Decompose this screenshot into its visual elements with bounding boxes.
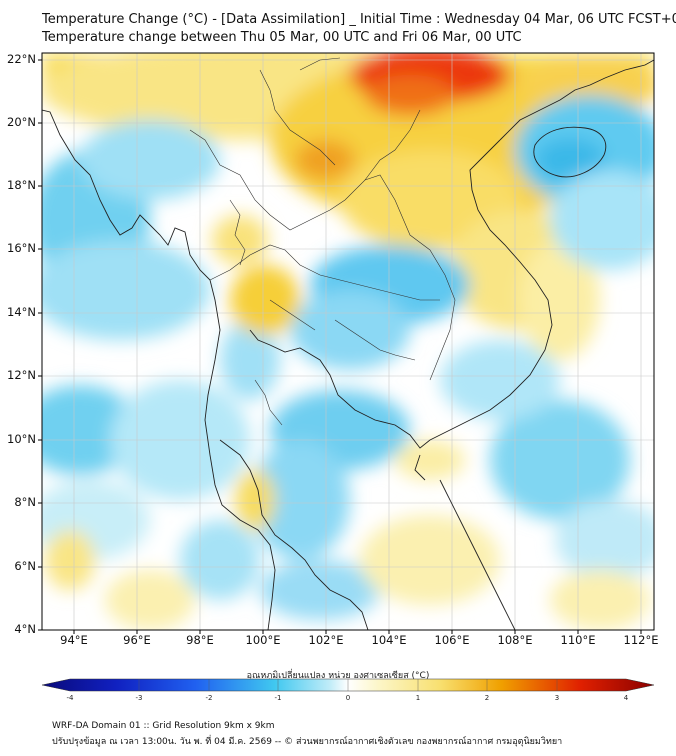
map-subtitle: Temperature change between Thu 05 Mar, 0…	[42, 30, 522, 45]
lon-label-110e: 110°E	[560, 633, 596, 647]
lat-label-12n: 12°N	[7, 368, 36, 382]
lat-label-4n: 4°N	[14, 622, 36, 636]
colorbar-tick: 1	[415, 694, 421, 702]
lon-label-94e: 94°E	[60, 633, 88, 647]
lon-label-102e: 102°E	[308, 633, 344, 647]
colorbar-tick: -2	[205, 694, 213, 702]
colorbar-title: อุณหภูมิเปลี่ยนแปลง หน่วย องศาเซลเซียส (…	[246, 671, 430, 681]
borders	[189, 57, 456, 426]
colorbar-tick: -4	[66, 694, 74, 702]
lat-label-8n: 8°N	[14, 495, 36, 509]
colorbar-tick: 2	[484, 694, 490, 702]
colorbar-tick: -3	[135, 694, 143, 702]
lat-label-16n: 16°N	[7, 241, 36, 255]
map-frame	[41, 52, 655, 631]
lat-label-22n: 22°N	[7, 52, 36, 66]
axis-ticks	[38, 59, 642, 634]
lon-label-112e: 112°E	[623, 633, 659, 647]
model-info: WRF-DA Domain 01 :: Grid Resolution 9km …	[52, 721, 275, 731]
lat-label-10n: 10°N	[7, 432, 36, 446]
colorbar-tick: 0	[345, 694, 351, 702]
lat-label-6n: 6°N	[14, 559, 36, 573]
map-title: Temperature Change (°C) - [Data Assimila…	[42, 12, 676, 27]
lat-label-20n: 20°N	[7, 115, 36, 129]
lat-label-18n: 18°N	[7, 178, 36, 192]
lon-label-100e: 100°E	[245, 633, 281, 647]
update-credit: ปรับปรุงข้อมูล ณ เวลา 13:00น. วัน พ. ที่…	[52, 737, 563, 747]
coastlines	[42, 59, 654, 630]
lon-label-108e: 108°E	[497, 633, 533, 647]
lon-label-104e: 104°E	[371, 633, 407, 647]
temperature-field	[42, 53, 654, 630]
lon-label-98e: 98°E	[186, 633, 214, 647]
lon-label-96e: 96°E	[123, 633, 151, 647]
colorbar-tick: 3	[554, 694, 560, 702]
lat-label-14n: 14°N	[7, 305, 36, 319]
colorbar	[41, 678, 655, 692]
colorbar-tick: 4	[623, 694, 629, 702]
graticule	[42, 53, 654, 630]
lon-label-106e: 106°E	[434, 633, 470, 647]
colorbar-tick: -1	[274, 694, 282, 702]
